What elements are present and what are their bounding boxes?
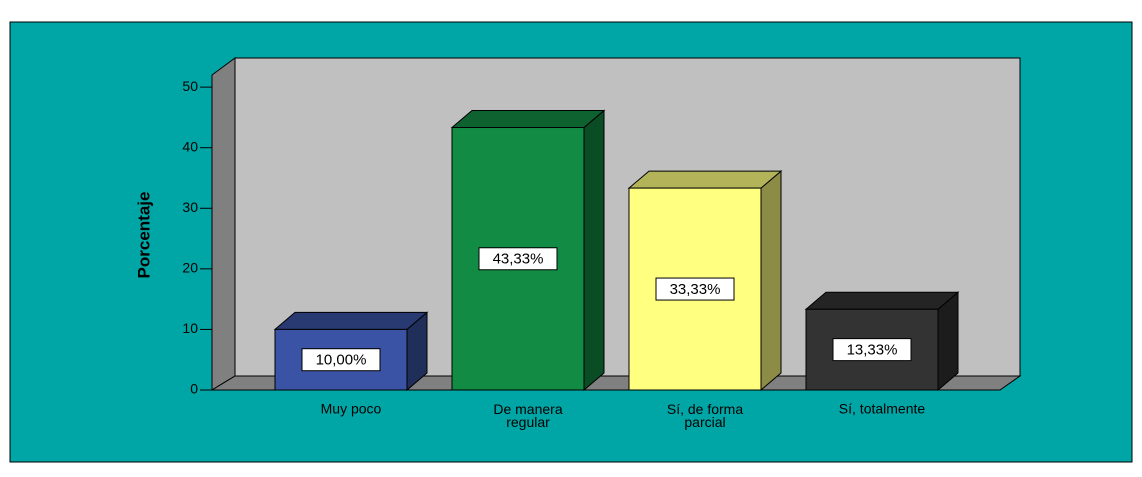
x-tick-label: Muy poco bbox=[321, 401, 382, 417]
x-tick-label-line: parcial bbox=[684, 414, 725, 430]
bar-top bbox=[627, 170, 783, 189]
y-tick-label: 50 bbox=[182, 78, 198, 94]
bar-top bbox=[804, 291, 960, 310]
y-tick-label: 20 bbox=[182, 260, 198, 276]
bar-top bbox=[273, 311, 429, 330]
value-label-box bbox=[478, 247, 558, 271]
x-tick-label-line: Sí, de forma bbox=[667, 401, 743, 417]
x-tick-label-line: regular bbox=[506, 414, 550, 430]
value-label-box bbox=[301, 348, 381, 372]
y-tick-label: 30 bbox=[182, 199, 198, 215]
side-wall bbox=[211, 57, 236, 391]
bar bbox=[450, 109, 606, 392]
x-tick-label: Sí, de forma parcial bbox=[667, 401, 743, 430]
x-tick-label: Sí, totalmente bbox=[839, 401, 926, 417]
value-label: 13,33% bbox=[847, 342, 898, 359]
value-label: 33,33% bbox=[670, 281, 721, 298]
value-label-box bbox=[655, 277, 735, 301]
bar-top bbox=[450, 110, 606, 129]
value-label: 10,00% bbox=[316, 352, 367, 369]
y-tick-label: 10 bbox=[182, 320, 198, 336]
y-axis-label: Porcentaje bbox=[134, 192, 153, 279]
bar-side bbox=[760, 170, 782, 392]
value-label-box bbox=[832, 338, 912, 362]
y-tick-label: 0 bbox=[190, 381, 198, 397]
y-tick-label: 40 bbox=[182, 138, 198, 154]
bar-side bbox=[583, 109, 605, 392]
x-tick-label: De manera regular bbox=[493, 401, 562, 430]
value-label: 43,33% bbox=[493, 251, 544, 268]
x-tick-label-line: De manera bbox=[493, 401, 562, 417]
